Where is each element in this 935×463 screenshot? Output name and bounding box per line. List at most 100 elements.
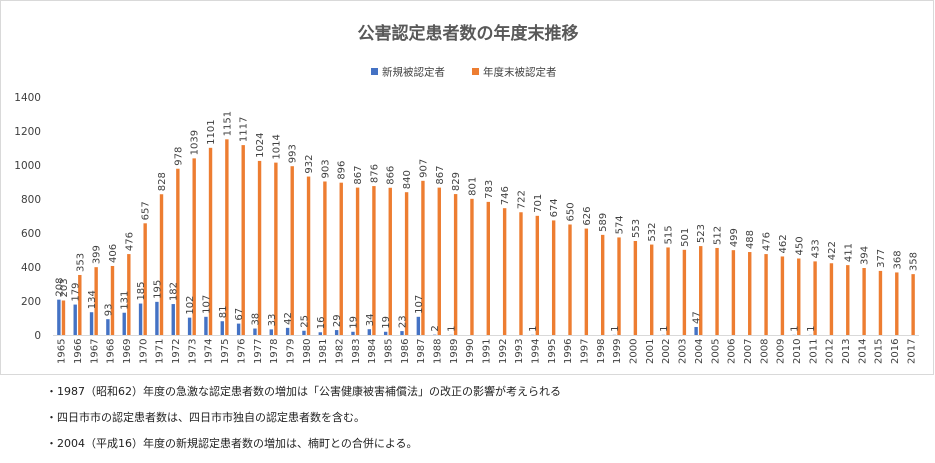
data-label-total-1985: 866 [386,166,397,185]
data-label-total-1969: 476 [124,232,135,251]
data-label-new-1975: 81 [218,305,229,318]
x-tick-label-1969: 1969 [122,339,133,364]
bar-new-1969 [122,312,126,335]
legend-label-total: 年度末被認定者 [483,66,557,79]
data-label-new-1974: 107 [201,295,212,314]
note-3: ・2004（平成16）年度の新規認定患者数の増加は、楠町との合併による。 [46,437,418,450]
x-axis: 1965 1966 1967 1968 1969 1970 1971 1972 1973 1974… [53,335,919,364]
y-tick-label: 0 [34,330,41,342]
x-tick-label-1966: 1966 [73,339,84,364]
data-label-total-1967: 399 [92,245,103,264]
x-tick-label-1986: 1986 [400,339,411,364]
x-tick-label-2003: 2003 [678,339,689,364]
x-tick-label-1998: 1998 [596,339,607,364]
bar-total-2009 [780,256,785,335]
bar-total-1972 [176,168,180,335]
data-label-total-2011: 433 [811,239,822,258]
data-label-new-1967: 134 [87,290,98,309]
bar-total-1999 [617,237,621,335]
data-label-new-1970: 185 [136,281,147,300]
data-label-total-1971: 828 [157,172,168,191]
data-label-new-1973: 102 [185,296,196,315]
data-label-total-2016: 368 [892,250,903,269]
bar-total-2000 [633,240,638,335]
bar-total-2003 [682,249,687,335]
data-label-total-1999: 574 [615,215,626,234]
bar-new-1983 [351,331,355,335]
bar-total-1991 [486,201,490,335]
bar-total-2006 [731,250,736,335]
data-label-new-1988: 2 [430,325,441,331]
bar-new-1975 [220,321,224,335]
x-tick-label-1974: 1974 [204,339,215,364]
x-tick-label-1983: 1983 [351,339,362,364]
data-label-total-2015: 377 [876,249,887,268]
data-label-total-1988: 867 [435,166,446,185]
data-label-total-1965: 203 [59,278,70,297]
data-label-total-1986: 840 [402,170,413,189]
data-label-total-2014: 394 [860,246,871,265]
data-label-total-1998: 589 [598,213,609,232]
bar-total-1983 [355,187,360,335]
x-tick-label-2011: 2011 [808,339,819,364]
x-tick-label-2004: 2004 [694,339,705,364]
data-label-total-1966: 353 [75,253,86,272]
data-label-new-1986: 23 [398,315,409,328]
data-label-total-1997: 626 [582,206,593,225]
data-label-total-1970: 657 [141,201,152,220]
x-tick-label-1987: 1987 [416,339,427,364]
data-label-total-1975: 1151 [222,111,233,136]
data-label-total-1980: 932 [304,154,315,173]
bar-total-1974 [208,147,213,335]
bar-total-2014 [862,268,866,335]
legend: 新規被認定者 年度末被認定者 [371,66,557,79]
bar-total-1993 [519,212,523,335]
data-label-total-2005: 512 [713,226,724,245]
legend-swatch-new [371,68,378,75]
data-label-total-2008: 476 [762,232,773,251]
bar-new-1970 [138,303,143,335]
note-2: ・四日市市の認定患者数は、四日市市独自の認定患者数を含む。 [46,411,365,424]
bar-total-1975 [225,139,229,335]
data-label-new-1978: 33 [267,314,278,327]
bar-total-2017 [911,274,915,335]
data-label-total-1968: 406 [108,244,119,263]
bar-new-1976 [236,323,241,335]
bar-total-2010 [797,258,801,335]
data-label-new-1980: 25 [299,315,310,328]
bar-total-1995 [551,220,556,335]
data-label-new-1976: 67 [234,308,245,321]
x-tick-label-1984: 1984 [367,339,378,364]
bar-new-1977 [253,328,257,335]
y-tick-label: 600 [21,228,41,240]
bar-total-1968 [110,265,115,335]
bar-total-1978 [274,162,278,335]
data-label-total-1993: 722 [516,190,527,209]
data-label-total-1989: 829 [451,172,462,191]
data-label-new-1987: 107 [414,295,425,314]
data-label-total-1984: 876 [369,164,380,183]
x-tick-label-1989: 1989 [449,339,460,364]
bar-new-1978 [269,329,273,335]
bar-total-1981 [323,181,327,335]
x-tick-label-1990: 1990 [465,339,476,364]
x-tick-label-1972: 1972 [171,339,182,364]
x-tick-label-2007: 2007 [743,339,754,364]
bar-total-1984 [372,186,376,335]
x-tick-label-2014: 2014 [857,339,868,364]
data-label-new-1994: 1 [528,325,539,331]
bar-new-1971 [155,301,159,335]
x-tick-label-2016: 2016 [890,339,901,364]
y-tick-label: 1400 [14,92,41,104]
y-tick-label: 400 [21,262,41,274]
bar-new-1981 [318,332,322,335]
data-label-total-1982: 896 [337,161,348,180]
legend-label-new: 新規被認定者 [382,66,445,79]
bar-total-2008 [764,254,768,335]
data-label-total-1973: 1039 [190,130,201,155]
data-label-total-1990: 801 [467,177,478,196]
bar-total-2013 [846,265,850,335]
x-tick-label-1993: 1993 [514,339,525,364]
data-label-total-2004: 523 [696,224,707,243]
